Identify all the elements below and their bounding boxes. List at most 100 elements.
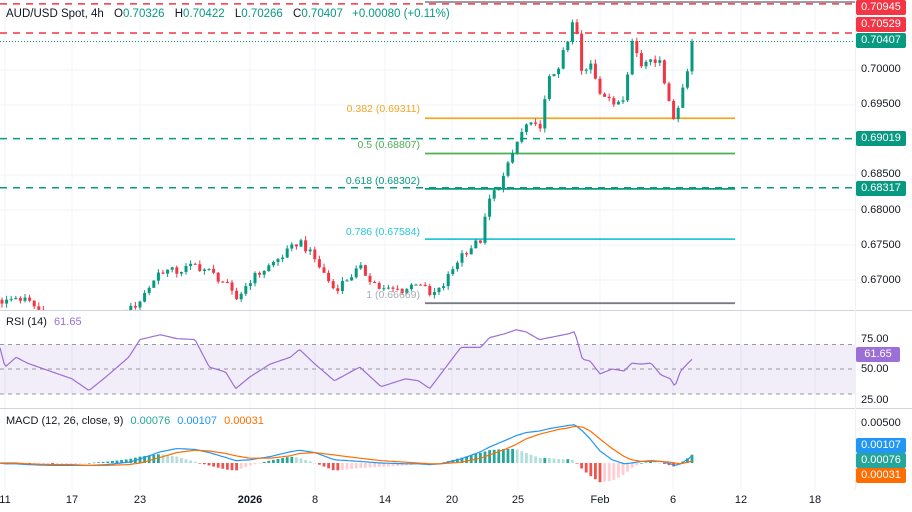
candle-body xyxy=(538,123,542,129)
macd-histogram-bar xyxy=(115,460,119,463)
candle-body xyxy=(74,330,77,332)
macd-histogram-bar xyxy=(580,463,583,469)
macd-histogram-bar xyxy=(621,463,625,476)
candle-body xyxy=(575,22,579,34)
macd-histogram-bar xyxy=(520,451,524,463)
candle-body xyxy=(18,298,22,301)
candle-body xyxy=(593,63,597,79)
candle-body xyxy=(106,323,109,331)
candle-body xyxy=(93,331,96,336)
candle-body xyxy=(170,267,174,270)
symbol-title[interactable]: AUD/USD Spot, 4h xyxy=(6,8,104,20)
candle-body xyxy=(23,297,27,301)
candle-body xyxy=(120,314,123,321)
macd-histogram-bar xyxy=(272,459,275,463)
rsi-tick: 75.00 xyxy=(861,333,889,345)
candle-body xyxy=(520,132,524,142)
candle-body xyxy=(331,281,335,289)
macd-histogram-bar xyxy=(88,462,91,464)
price-tick: 0.70000 xyxy=(861,63,901,75)
macd-histogram-bar xyxy=(203,463,206,465)
macd-legend[interactable]: MACD (12, 26, close, 9) 0.00076 0.00107 … xyxy=(6,415,264,427)
candle-body xyxy=(322,267,326,273)
price-tick: 0.68000 xyxy=(861,204,901,216)
candle-body xyxy=(41,309,45,310)
macd-histogram-bar xyxy=(538,457,542,463)
candle-body xyxy=(271,261,275,266)
macd-histogram-bar xyxy=(147,455,151,463)
candle-body xyxy=(442,286,446,288)
fibonacci-retracement[interactable] xyxy=(425,117,735,305)
macd-histogram-bar xyxy=(239,463,243,469)
fib-label-1: 1 (0.66669) xyxy=(366,289,420,301)
macd-histogram-bar xyxy=(571,459,574,463)
macd-histogram-bar xyxy=(60,463,64,465)
macd-histogram-bar xyxy=(65,463,68,465)
rsi-legend[interactable]: RSI (14) 61.65 xyxy=(6,316,82,328)
macd-histogram-bar xyxy=(327,463,330,469)
candle-body xyxy=(281,257,285,260)
candle-body xyxy=(193,263,197,265)
rsi-tick: 50.00 xyxy=(861,363,889,375)
macd-histogram-bar xyxy=(83,463,87,464)
macd-histogram-bar xyxy=(198,463,202,464)
time-tick: 12 xyxy=(734,494,748,506)
macd-histogram-bar xyxy=(124,459,128,463)
macd-histogram-bar xyxy=(359,463,363,469)
macd-histogram-bar xyxy=(313,462,317,464)
candle-body xyxy=(225,282,229,284)
macd-histogram-bar xyxy=(515,449,519,463)
macd-histogram-bar xyxy=(469,455,473,463)
time-tick-year: 2026 xyxy=(237,494,263,506)
candle-body xyxy=(28,297,32,301)
candle-body xyxy=(230,282,234,291)
macd-histogram-bar xyxy=(474,454,478,463)
candle-body xyxy=(662,60,666,84)
macd-histogram-bar xyxy=(129,458,133,463)
low-value: 0.70266 xyxy=(241,8,283,20)
candle-body xyxy=(129,305,133,310)
candle-body xyxy=(5,299,9,304)
high-label: H xyxy=(174,8,184,20)
candle-body xyxy=(580,33,584,71)
change-value: +0.00080 (+0.11%) xyxy=(352,8,450,20)
candle-body xyxy=(138,301,142,308)
candle-body xyxy=(212,268,216,273)
macd-histogram-bar xyxy=(78,463,82,464)
candle-body xyxy=(299,240,303,247)
candle-body xyxy=(189,263,193,267)
candle-body xyxy=(88,331,91,335)
macd-histogram-bar xyxy=(658,462,662,464)
candle-body xyxy=(681,87,685,108)
macd-histogram-bar xyxy=(594,463,597,480)
macd-histogram-bar xyxy=(92,462,96,464)
macd-histogram-value: 0.00076 xyxy=(130,415,171,427)
candle-body xyxy=(198,264,202,271)
candle-body xyxy=(267,265,271,271)
candle-body xyxy=(147,287,151,293)
candle-body xyxy=(428,286,432,296)
candle-body xyxy=(529,122,533,125)
macd-histogram-bar xyxy=(249,463,252,466)
candle-body xyxy=(166,269,170,274)
candle-body xyxy=(405,289,409,293)
macd-histogram-bar xyxy=(561,459,565,463)
candle-body xyxy=(612,98,616,105)
candle-body xyxy=(102,328,105,332)
macd-histogram-bar xyxy=(193,461,197,463)
macd-histogram-bar xyxy=(101,461,105,463)
macd-histogram-bar xyxy=(663,463,666,464)
time-tick-month: Feb xyxy=(590,494,610,506)
macd-histogram-bar xyxy=(276,458,280,463)
candle-body xyxy=(626,74,630,101)
macd-histogram-bar xyxy=(336,463,340,471)
macd-histogram-bar xyxy=(382,463,386,467)
candle-body xyxy=(221,281,225,283)
price-tag-last: 0.70407 xyxy=(856,33,906,48)
macd-histogram-bar xyxy=(598,463,602,483)
macd-histogram-bar xyxy=(373,463,376,468)
macd-histogram-bar xyxy=(396,463,399,466)
macd-histogram-bar xyxy=(635,463,639,466)
candle-body xyxy=(667,83,671,101)
